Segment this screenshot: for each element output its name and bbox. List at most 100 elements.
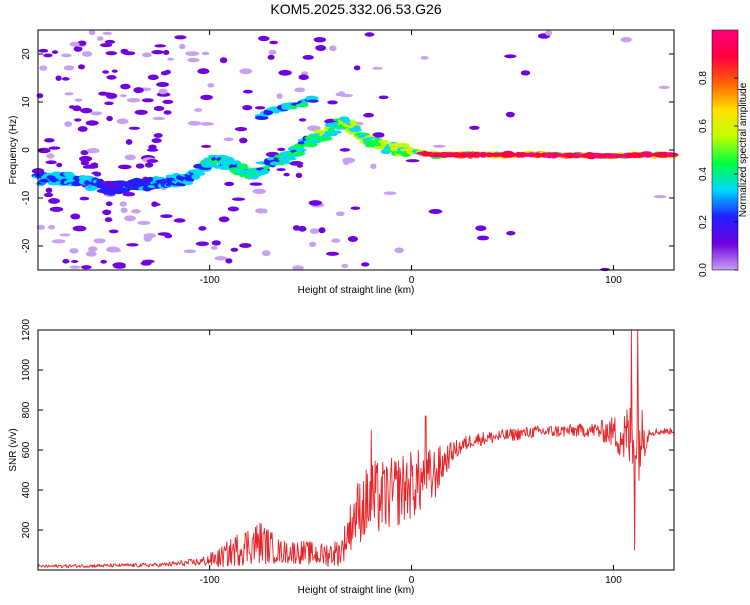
noise-speckle <box>239 243 252 248</box>
noise-speckle <box>276 93 283 99</box>
noise-speckle <box>64 121 73 127</box>
noise-speckle <box>653 195 667 199</box>
noise-speckle <box>156 82 170 87</box>
noise-speckle <box>309 228 319 234</box>
noise-speckle <box>96 36 104 41</box>
noise-speckle <box>113 264 126 269</box>
noise-speckle <box>214 256 228 261</box>
noise-speckle <box>51 50 59 54</box>
noise-speckle <box>134 109 148 115</box>
noise-speckle <box>93 172 102 177</box>
ridge-blob <box>193 171 206 176</box>
noise-speckle <box>309 241 317 247</box>
noise-speckle <box>146 148 159 152</box>
x-tick-label: 100 <box>605 575 622 586</box>
noise-speckle <box>128 126 140 130</box>
ridge-blob <box>348 127 362 133</box>
noise-speckle <box>124 154 136 161</box>
noise-speckle <box>152 203 161 206</box>
noise-speckle <box>62 259 70 264</box>
noise-speckle <box>267 54 275 60</box>
noise-speckle <box>153 133 163 138</box>
noise-speckle <box>268 49 277 55</box>
ridge-blob <box>319 136 333 141</box>
noise-speckle <box>133 87 144 94</box>
y-tick-label: -10 <box>21 190 32 205</box>
noise-speckle <box>43 192 54 198</box>
noise-speckle <box>51 239 66 244</box>
noise-speckle <box>194 108 203 112</box>
noise-speckle <box>469 125 480 130</box>
upper-branch-blob <box>308 99 319 103</box>
noise-speckle <box>197 68 210 75</box>
noise-speckle <box>252 188 267 194</box>
snr-y-ticks: 200 400 600 800 1000 1200 <box>21 318 674 538</box>
noise-speckle <box>187 57 200 63</box>
noise-speckle <box>141 98 154 103</box>
noise-speckle <box>350 206 361 210</box>
noise-speckle <box>79 196 90 201</box>
noise-speckle <box>116 118 129 125</box>
noise-speckle <box>187 120 202 126</box>
noise-speckle <box>122 192 136 197</box>
noise-speckle <box>81 265 92 270</box>
noise-speckle <box>102 209 112 216</box>
noise-speckle <box>234 127 248 132</box>
snr-plot-area <box>38 330 674 570</box>
colorbar-tick-label: 0.6 <box>698 119 709 133</box>
noise-speckle <box>207 83 215 88</box>
noise-speckle <box>120 83 131 90</box>
noise-speckle <box>120 207 128 214</box>
noise-speckle <box>262 250 271 257</box>
noise-speckle <box>294 87 306 93</box>
noise-speckle <box>143 233 156 239</box>
noise-speckle <box>164 69 171 75</box>
colorbar-tick-label: 0.0 <box>698 263 709 277</box>
noise-speckle <box>372 132 385 138</box>
y-tick-label: 0 <box>21 147 32 153</box>
noise-speckle <box>82 165 92 169</box>
ridge-blob <box>278 160 291 164</box>
noise-speckle <box>277 147 286 152</box>
noise-speckle <box>59 233 71 237</box>
noise-speckle <box>46 153 55 159</box>
noise-speckle <box>73 46 83 52</box>
noise-speckle <box>153 106 165 111</box>
noise-speckle <box>79 155 93 162</box>
y-tick-label: 10 <box>21 96 32 108</box>
noise-speckle <box>37 147 51 154</box>
noise-speckle <box>361 262 370 267</box>
ridge-blob <box>295 148 307 152</box>
noise-speckle <box>223 137 234 142</box>
noise-speckle <box>100 259 107 264</box>
y-tick-label: 200 <box>21 521 32 538</box>
y-tick-label: 600 <box>21 441 32 458</box>
ridge-blob <box>357 133 367 139</box>
noise-speckle <box>111 69 118 73</box>
noise-speckle <box>86 148 100 154</box>
snr-x-label: Height of straight line (km) <box>298 585 415 596</box>
noise-speckle <box>278 69 292 76</box>
noise-speckle <box>506 231 516 236</box>
noise-speckle <box>227 206 239 212</box>
x-tick-label: 100 <box>605 275 622 286</box>
noise-speckle <box>164 233 173 239</box>
colorbar-ticks: 0.0 0.2 0.4 0.6 0.8 <box>698 71 738 277</box>
noise-speckle <box>230 247 239 252</box>
noise-speckle <box>135 163 145 169</box>
noise-speckle <box>167 57 175 61</box>
noise-speckle <box>71 260 79 263</box>
noise-speckle <box>105 201 113 207</box>
noise-speckle <box>185 51 200 56</box>
spectrogram-marks <box>31 29 679 272</box>
noise-speckle <box>545 30 553 36</box>
noise-speckle <box>74 118 82 122</box>
noise-speckle <box>43 53 53 58</box>
x-tick-label: -100 <box>200 275 220 286</box>
noise-speckle <box>620 37 632 43</box>
noise-speckle <box>477 235 489 241</box>
noise-speckle <box>69 41 80 47</box>
noise-speckle <box>104 39 116 44</box>
noise-speckle <box>200 122 214 126</box>
noise-speckle <box>69 248 79 254</box>
